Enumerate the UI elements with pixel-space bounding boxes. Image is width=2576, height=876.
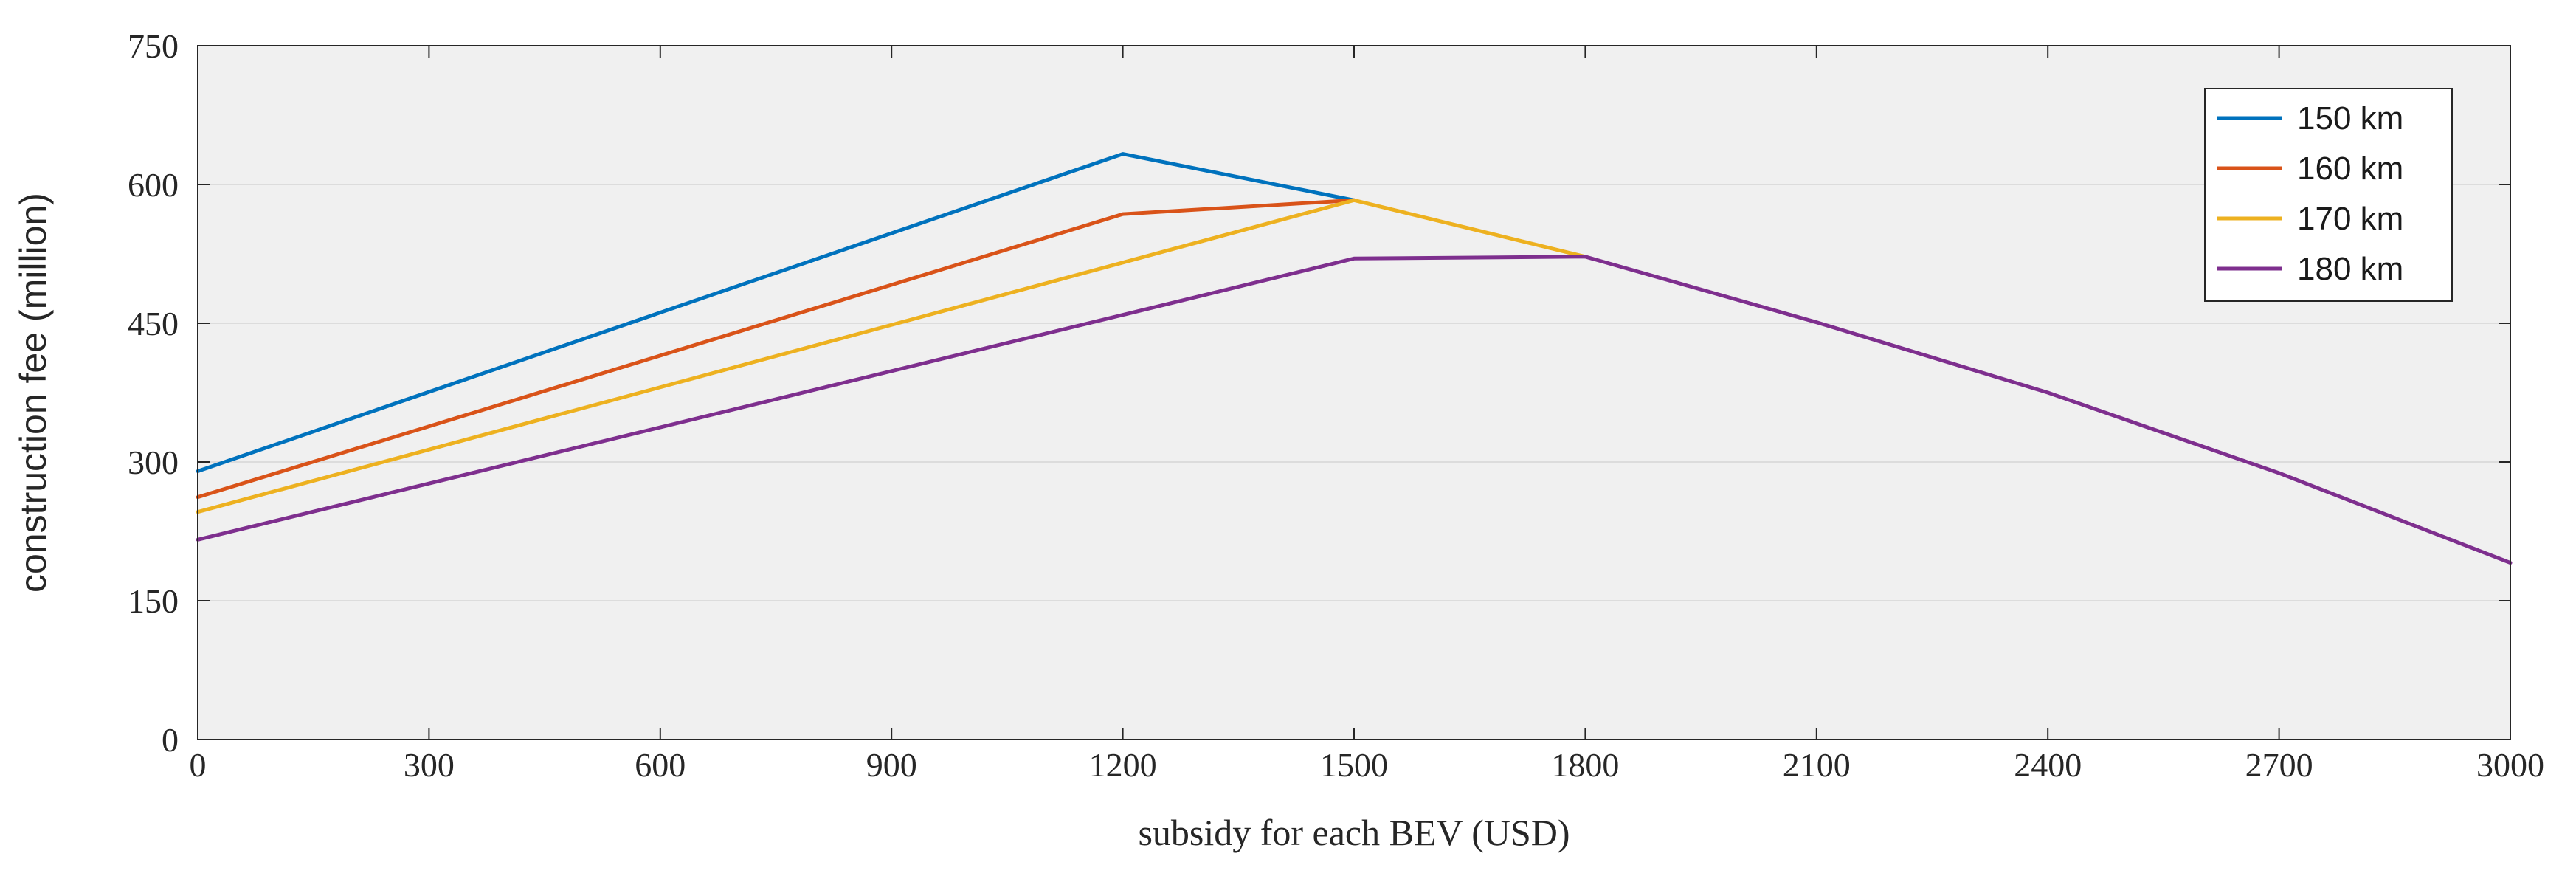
series-line-160-km [196, 198, 1356, 500]
x-tick-label: 2700 [2245, 746, 2313, 784]
x-tick-label: 1800 [1551, 746, 1619, 784]
y-tick-label: 600 [128, 166, 179, 204]
x-tick-label: 600 [635, 746, 686, 784]
x-axis-title: subsidy for each BEV (USD) [1138, 812, 1570, 853]
grid-lines [198, 184, 2510, 601]
y-tick-label: 150 [128, 582, 179, 620]
legend-label: 170 km [2297, 201, 2403, 237]
x-tick-label: 2100 [1783, 746, 1851, 784]
legend-box [2204, 88, 2453, 302]
series-lines [196, 152, 2513, 565]
axis-ticks: 0 300 600 900 1200 1500 1800 2100 2400 2700 3000 0 1… [128, 27, 2544, 784]
series-line-150-km [196, 152, 1356, 473]
legend-label: 160 km [2297, 151, 2403, 187]
x-tick-label: 300 [404, 746, 455, 784]
x-tick-label: 2400 [2014, 746, 2082, 784]
x-tick-label: 1200 [1089, 746, 1157, 784]
y-tick-label: 450 [128, 305, 179, 342]
y-axis-title: construction fee (million) [13, 193, 54, 593]
x-tick-label: 900 [866, 746, 917, 784]
series-line-180-km [196, 255, 2513, 565]
y-tick-label: 300 [128, 444, 179, 481]
y-tick-label: 0 [162, 721, 179, 759]
x-tick-label: 1500 [1320, 746, 1388, 784]
y-tick-label: 750 [128, 27, 179, 65]
x-tick-label: 3000 [2476, 746, 2544, 784]
x-tick-label: 0 [190, 746, 207, 784]
legend-label: 180 km [2297, 251, 2403, 287]
plot-area [198, 46, 2510, 739]
legend: 150 km 160 km 170 km 180 km [2204, 88, 2453, 302]
series-line-170-km [196, 198, 1587, 514]
legend-label: 150 km [2297, 100, 2403, 137]
